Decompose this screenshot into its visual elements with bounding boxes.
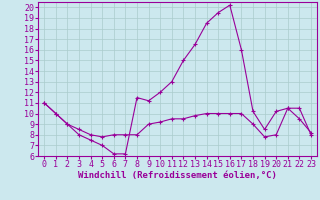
X-axis label: Windchill (Refroidissement éolien,°C): Windchill (Refroidissement éolien,°C) bbox=[78, 171, 277, 180]
